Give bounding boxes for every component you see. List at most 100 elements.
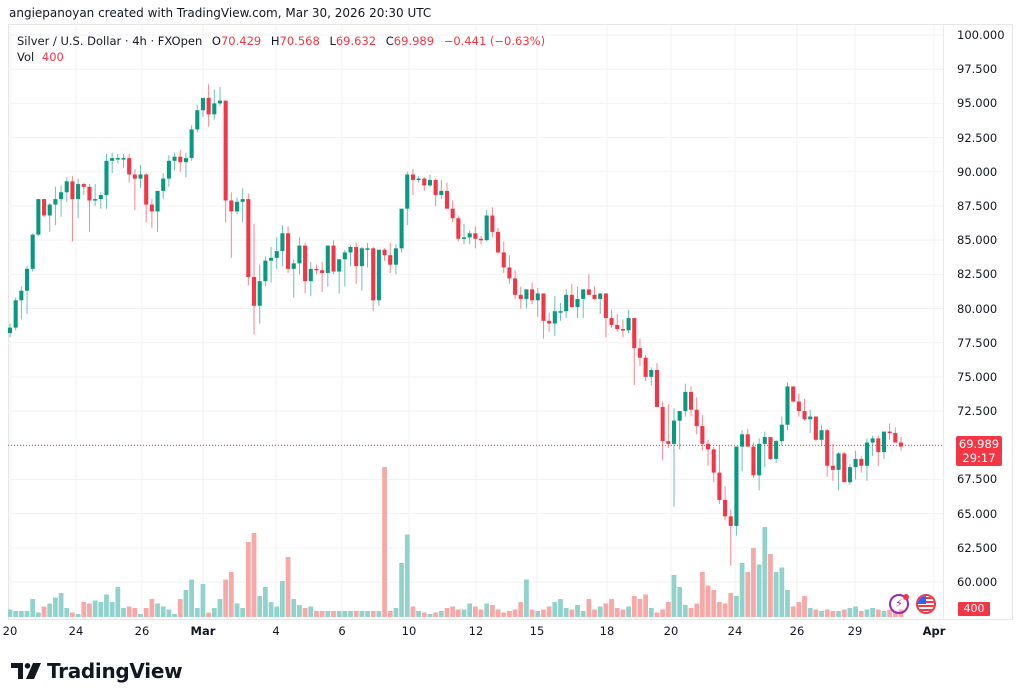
time-tick: 15 [529,624,545,638]
candle [643,354,648,381]
time-tick: 29 [847,624,863,638]
candle [155,190,160,232]
candle [734,446,739,536]
candle [615,313,620,332]
candle [779,416,784,446]
time-tick: 18 [599,624,615,638]
candle [887,423,892,440]
candle [813,416,818,442]
candle [257,264,262,324]
candle [87,184,92,232]
candle [524,289,529,309]
candle [603,293,608,338]
candle [564,289,569,319]
price-axis[interactable]: 100.000 97.500 95.000 92.500 90.000 87.500 85.… [943,25,1014,619]
price-tick: 67.500 [957,472,998,487]
open-label: O [211,34,221,48]
candle [552,296,557,336]
price-tick: 62.500 [957,540,998,555]
low-value: 69.632 [335,34,377,48]
candle [365,242,370,268]
tradingview-logo[interactable]: TradingView [11,659,183,683]
candle [399,208,404,253]
candle [127,153,132,183]
us-flag-icon[interactable] [916,594,936,614]
candle [456,215,461,242]
candle [649,367,654,386]
candle [274,237,279,269]
price-tick: 95.000 [957,96,998,111]
candle [19,286,24,320]
candle [569,283,574,308]
candle [297,237,302,275]
candle [342,249,347,287]
time-axis[interactable]: 20 24 26 Mar 4 6 10 12 15 18 20 24 26 29 Apr [3,620,946,642]
candle [348,245,353,267]
candle [132,169,137,211]
candle [518,286,523,309]
candle [496,227,501,254]
candle [842,452,847,483]
candle [303,242,308,294]
candle [371,246,376,312]
price-tick: 77.500 [957,335,998,350]
candle [541,293,546,339]
candle [864,438,869,481]
candle [93,184,98,206]
candle [723,486,728,521]
time-tick: Mar [190,624,216,638]
candle [13,297,18,331]
candle [507,255,512,284]
candle [626,309,631,334]
candle [592,286,597,301]
candle [416,175,421,183]
symbol-label[interactable]: Silver / U.S. Dollar · 4h · FXOpen [17,34,203,48]
candle [728,509,733,566]
candle [104,153,109,209]
candle [853,450,858,480]
candle [490,207,495,238]
candle [427,174,433,187]
candle [393,244,398,275]
candle [388,242,393,273]
open-value: 70.429 [220,34,262,48]
lightning-icon[interactable]: ⚡ [889,594,909,614]
price-tick: 100.000 [957,28,1005,42]
candle [234,197,240,215]
candle [478,236,484,245]
candle [637,338,642,366]
candle [121,153,126,168]
candle [53,186,58,226]
candle [791,386,796,403]
candle [206,84,211,127]
volume-label[interactable]: Vol [17,50,35,64]
candle [677,411,682,450]
close-label: C [385,34,394,48]
candle [473,226,478,249]
candle [359,246,364,291]
price-tick: 97.500 [957,62,998,77]
price-tick: 82.500 [957,267,998,282]
candle [876,435,881,466]
chart-plot-area[interactable] [8,25,943,619]
price-tick: 65.000 [957,506,998,521]
candle [47,203,52,232]
candle [81,182,86,195]
change-value: −0.441 (−0.63%) [443,34,546,48]
candle [609,309,614,328]
candle [314,264,319,275]
candle [688,386,694,417]
price-tick: 90.000 [957,164,998,179]
candle [325,245,330,287]
candle [450,200,455,223]
time-tick: 4 [272,624,280,638]
candle [706,439,711,466]
candle [461,223,467,245]
candle [240,188,245,223]
candle [280,225,285,267]
candle [586,274,591,295]
candlestick-chart[interactable] [8,25,943,619]
candle [223,100,228,223]
candle [671,408,677,507]
bar-countdown: 29:17 [962,451,996,465]
